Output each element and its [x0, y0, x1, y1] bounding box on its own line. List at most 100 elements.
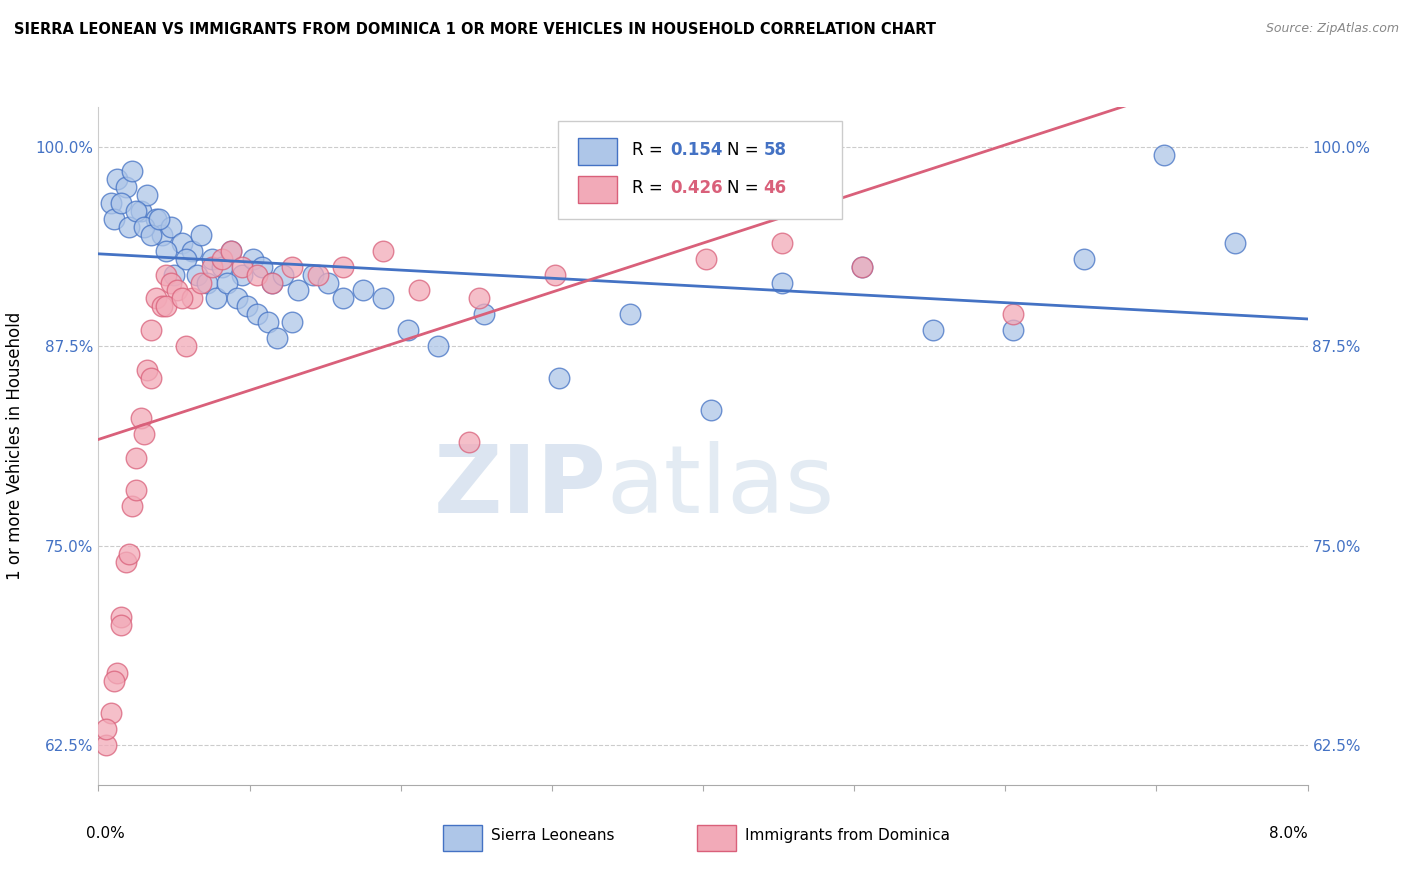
Point	[221, 244, 243, 258]
Point	[352, 284, 374, 298]
Point	[1001, 323, 1024, 337]
Point	[135, 187, 157, 202]
Point	[221, 244, 243, 258]
Point	[105, 171, 128, 186]
Point	[468, 292, 491, 306]
Point	[1001, 307, 1024, 321]
FancyBboxPatch shape	[578, 177, 617, 203]
Point	[181, 244, 204, 258]
Point	[371, 244, 394, 258]
Point	[287, 284, 309, 298]
Point	[94, 722, 117, 736]
Text: Sierra Leoneans: Sierra Leoneans	[492, 829, 614, 843]
Point	[155, 300, 177, 314]
Text: ZIP: ZIP	[433, 441, 606, 533]
Point	[307, 268, 329, 282]
Point	[129, 411, 152, 425]
Point	[145, 211, 167, 226]
Point	[118, 547, 141, 561]
Point	[141, 371, 163, 385]
Point	[148, 211, 170, 226]
Point	[155, 268, 177, 282]
Point	[215, 276, 238, 290]
Text: 0.426: 0.426	[671, 179, 723, 197]
Point	[250, 260, 273, 274]
Point	[472, 307, 495, 321]
Point	[271, 268, 294, 282]
Point	[262, 276, 284, 290]
Point	[125, 483, 148, 497]
Point	[105, 666, 128, 681]
Point	[110, 195, 132, 210]
Point	[544, 268, 567, 282]
Point	[129, 203, 152, 218]
Point	[150, 227, 173, 242]
Point	[231, 268, 253, 282]
Point	[135, 363, 157, 377]
FancyBboxPatch shape	[443, 825, 482, 851]
Text: 8.0%: 8.0%	[1268, 826, 1308, 840]
FancyBboxPatch shape	[558, 120, 842, 219]
Point	[160, 219, 183, 234]
Point	[174, 252, 197, 266]
Point	[548, 371, 571, 385]
Point	[170, 292, 193, 306]
Point	[186, 268, 208, 282]
Point	[201, 252, 224, 266]
Point	[94, 738, 117, 752]
Text: N =: N =	[727, 179, 763, 197]
Point	[262, 276, 284, 290]
Point	[114, 179, 136, 194]
FancyBboxPatch shape	[578, 137, 617, 165]
Point	[166, 284, 188, 298]
Point	[921, 323, 943, 337]
FancyBboxPatch shape	[697, 825, 735, 851]
Point	[242, 252, 264, 266]
Point	[619, 307, 641, 321]
Point	[114, 555, 136, 569]
Text: 0.0%: 0.0%	[86, 826, 125, 840]
Y-axis label: 1 or more Vehicles in Household: 1 or more Vehicles in Household	[7, 312, 24, 580]
Text: 0.154: 0.154	[671, 141, 723, 159]
Point	[118, 219, 141, 234]
Point	[190, 276, 212, 290]
Point	[181, 292, 204, 306]
Point	[256, 315, 278, 329]
Point	[770, 276, 793, 290]
Point	[100, 706, 122, 721]
Point	[427, 339, 450, 353]
Point	[205, 292, 228, 306]
Point	[195, 276, 218, 290]
Point	[103, 211, 125, 226]
Point	[1223, 235, 1246, 250]
Point	[231, 260, 253, 274]
Point	[110, 618, 132, 632]
Text: SIERRA LEONEAN VS IMMIGRANTS FROM DOMINICA 1 OR MORE VEHICLES IN HOUSEHOLD CORRE: SIERRA LEONEAN VS IMMIGRANTS FROM DOMINI…	[14, 22, 936, 37]
Text: Immigrants from Dominica: Immigrants from Dominica	[745, 829, 950, 843]
Point	[281, 260, 304, 274]
Point	[211, 252, 233, 266]
Point	[100, 195, 122, 210]
Point	[332, 260, 354, 274]
Point	[281, 315, 304, 329]
Point	[396, 323, 419, 337]
Point	[246, 268, 269, 282]
Text: R =: R =	[631, 179, 668, 197]
Point	[155, 244, 177, 258]
Point	[246, 307, 269, 321]
Point	[190, 227, 212, 242]
Point	[125, 203, 148, 218]
Point	[121, 499, 143, 513]
Point	[457, 435, 479, 450]
Point	[851, 260, 873, 274]
Point	[160, 276, 183, 290]
Point	[132, 427, 155, 442]
Text: R =: R =	[631, 141, 668, 159]
Point	[201, 260, 224, 274]
Point	[770, 235, 793, 250]
Point	[302, 268, 325, 282]
Point	[332, 292, 354, 306]
Point	[125, 450, 148, 465]
Point	[141, 323, 163, 337]
Point	[174, 339, 197, 353]
